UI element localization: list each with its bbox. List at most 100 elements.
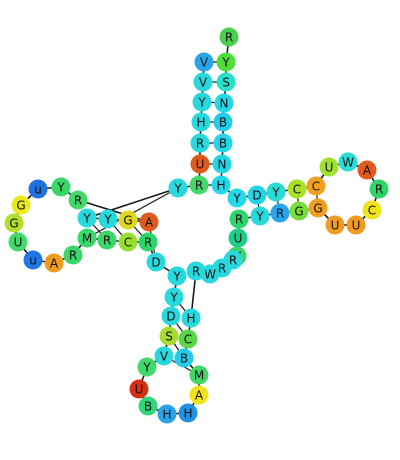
nucleotide: Y xyxy=(266,182,286,202)
nucleotide-letter: G xyxy=(16,199,25,213)
nucleotide-circle xyxy=(168,178,188,198)
nucleotide-letter: H xyxy=(162,408,171,422)
nucleotide-letter: V xyxy=(160,350,169,364)
nucleotide-circle xyxy=(157,404,177,424)
nucleotide: Y xyxy=(137,357,157,377)
nucleotide-circle xyxy=(4,213,24,233)
nucleotide-circle xyxy=(161,306,181,326)
nucleotide-circle xyxy=(118,232,138,252)
nucleotide: H xyxy=(157,404,177,424)
nucleotide-circle xyxy=(8,232,28,252)
nucleotide: R xyxy=(97,230,117,250)
nucleotide-circle xyxy=(23,250,43,270)
nucleotide-circle xyxy=(192,92,212,112)
nucleotide: W xyxy=(338,152,358,172)
nucleotide: R xyxy=(219,27,239,47)
nucleotide: A xyxy=(44,253,64,273)
nucleotide-letter: S xyxy=(165,330,173,344)
nucleotide: V xyxy=(193,72,213,92)
nucleotide: R xyxy=(270,203,290,223)
nucleotide-letter: B xyxy=(180,352,188,366)
nucleotide-letter: B xyxy=(144,400,152,414)
nucleotide-letter: U xyxy=(196,158,205,172)
nucleotide-letter: R xyxy=(69,249,77,263)
nucleotide: M xyxy=(77,228,97,248)
nucleotide-circle xyxy=(212,154,232,174)
nucleotide: R xyxy=(68,190,88,210)
nucleotide: U xyxy=(325,215,345,235)
nucleotide: H xyxy=(211,175,231,195)
nucleotide-letter: D xyxy=(166,310,175,324)
nucleotide-letter: B xyxy=(219,137,227,151)
nucleotide-circle xyxy=(362,200,382,220)
nucleotide-circle xyxy=(357,160,377,180)
nucleotide-letter: M xyxy=(194,369,204,383)
nucleotide-letter: R xyxy=(195,179,203,193)
nucleotide: U xyxy=(129,379,149,399)
nucleotide-circle xyxy=(219,27,239,47)
nucleotide: C xyxy=(362,200,382,220)
nucleotide: Y xyxy=(164,287,184,307)
nucleotide-letter: N xyxy=(220,97,229,111)
nucleotide-circle xyxy=(11,195,31,215)
nucleotide-letter: Y xyxy=(173,182,182,196)
nucleotide-letter: R xyxy=(192,265,200,279)
nucleotide: A xyxy=(357,160,377,180)
nucleotide-letter: H xyxy=(183,407,192,421)
nucleotide-letter: R xyxy=(235,213,243,227)
nucleotide-circle xyxy=(178,403,198,423)
nucleotide-letter: G xyxy=(294,205,303,219)
nucleotide-circle xyxy=(63,245,83,265)
nucleotide-circle xyxy=(159,326,179,346)
nucleotide-letter: H xyxy=(196,116,205,130)
nucleotide: Y xyxy=(227,188,247,208)
nucleotide-circle xyxy=(369,179,389,199)
nucleotide: G xyxy=(11,195,31,215)
nucleotide-circle xyxy=(190,133,210,153)
nucleotide-circle xyxy=(319,157,339,177)
nucleotide-circle xyxy=(308,198,328,218)
nucleotide: D xyxy=(247,185,267,205)
nucleotide-circle xyxy=(138,232,158,252)
nucleotide-circle xyxy=(189,385,209,405)
nucleotide-circle xyxy=(266,182,286,202)
nucleotide-circle xyxy=(289,201,309,221)
nucleotide: G xyxy=(4,213,24,233)
nucleotide: R xyxy=(369,179,389,199)
nucleotide-letter: R xyxy=(74,194,82,208)
nucleotide-circle xyxy=(325,215,345,235)
nucleotide: Y xyxy=(168,178,188,198)
nucleotide: B xyxy=(138,396,158,416)
nucleotide-letter: Y xyxy=(271,186,280,200)
nucleotide-circle xyxy=(338,152,358,172)
nucleotide: U xyxy=(346,215,366,235)
nucleotide-letter: H xyxy=(186,312,195,326)
nucleotide-circle xyxy=(44,253,64,273)
nucleotide: B xyxy=(174,348,194,368)
nucleotide: S xyxy=(216,72,236,92)
nucleotide-circle xyxy=(216,72,236,92)
nucleotide: C xyxy=(306,176,326,196)
nucleotide-letter: U xyxy=(352,219,361,233)
nucleotide: R xyxy=(138,232,158,252)
nucleotide-letter: U xyxy=(135,383,144,397)
nucleotide-circle xyxy=(191,112,211,132)
nucleotide-circle xyxy=(306,176,326,196)
nucleotide: Y xyxy=(77,208,97,228)
nucleotide-circle xyxy=(190,154,210,174)
nucleotide-circle xyxy=(229,209,249,229)
nucleotide-letter: V xyxy=(200,56,209,70)
nucleotide: N xyxy=(214,93,234,113)
nucleotide-circle xyxy=(51,177,71,197)
nucleotide-letter: R xyxy=(144,236,152,250)
nucleotide-letter: R xyxy=(218,262,226,276)
nucleotide-circle xyxy=(98,209,118,229)
nucleotide-letter: U xyxy=(325,161,334,175)
nucleotide: D xyxy=(161,306,181,326)
nucleotide-circle xyxy=(228,228,248,248)
nucleotide-letter: G xyxy=(9,217,18,231)
nucleotide-circle xyxy=(146,252,166,272)
nucleotide-letter: Y xyxy=(197,96,206,110)
nucleotide-circle xyxy=(178,329,198,349)
